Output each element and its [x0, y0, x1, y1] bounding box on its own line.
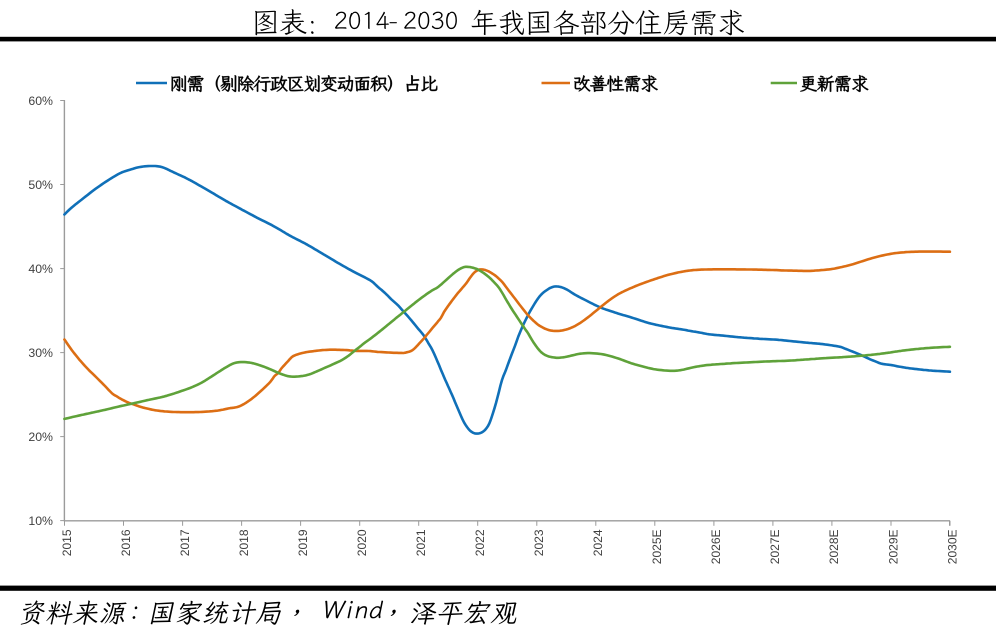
svg-text:50%: 50% [28, 178, 53, 192]
svg-text:2026E: 2026E [709, 530, 723, 565]
svg-text:40%: 40% [28, 262, 53, 276]
svg-text:30%: 30% [28, 346, 53, 360]
svg-text:2022: 2022 [473, 529, 487, 556]
svg-text:60%: 60% [28, 94, 53, 108]
svg-text:2018: 2018 [237, 529, 251, 556]
svg-text:2030E: 2030E [945, 530, 959, 565]
svg-text:2028E: 2028E [827, 530, 841, 565]
svg-text:2016: 2016 [119, 529, 133, 556]
svg-text:20%: 20% [28, 430, 53, 444]
svg-text:2023: 2023 [532, 529, 546, 556]
svg-text:2015: 2015 [60, 529, 74, 556]
svg-text:2025E: 2025E [650, 530, 664, 565]
svg-text:2019: 2019 [296, 529, 310, 556]
svg-text:2029E: 2029E [886, 530, 900, 565]
svg-text:2027E: 2027E [768, 530, 782, 565]
svg-text:2024: 2024 [591, 529, 605, 556]
svg-text:2017: 2017 [178, 529, 192, 556]
svg-text:10%: 10% [28, 514, 53, 528]
svg-text:2021: 2021 [414, 529, 428, 556]
svg-text:2020: 2020 [355, 529, 369, 556]
